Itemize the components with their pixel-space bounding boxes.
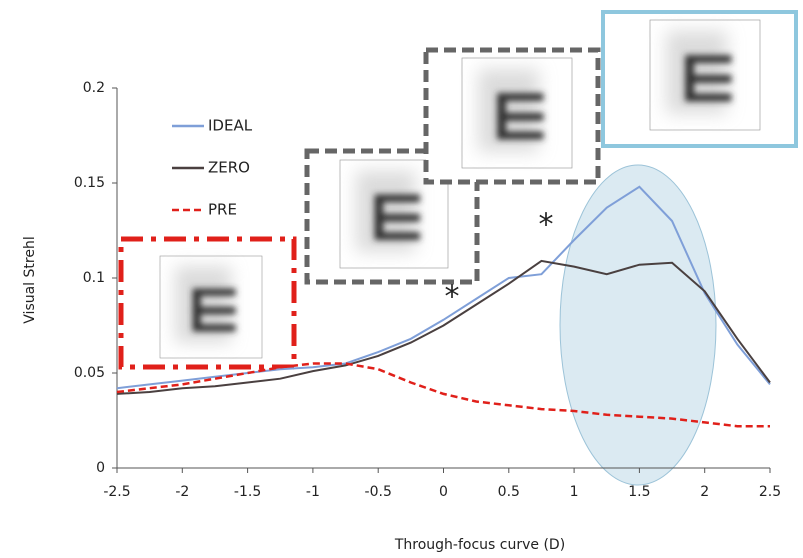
inset-image [160,256,262,358]
x-tick-label: -0.5 [365,484,392,500]
annotation: * [539,208,554,243]
y-tick-label: 0.05 [74,365,105,381]
y-axis-label: Visual Strehl [22,236,38,323]
y-tick-label: 0.1 [83,270,105,286]
y-tick-label: 0.15 [74,175,105,191]
legend-label: IDEAL [208,117,253,135]
x-tick-label: 0.5 [498,484,520,500]
x-tick-label: 2 [700,484,709,500]
x-tick-label: 1.5 [628,484,650,500]
x-tick-label: 2.5 [759,484,781,500]
x-axis-label: Through-focus curve (D) [394,537,565,553]
x-tick-label: -2 [175,484,189,500]
x-tick-label: 1 [570,484,579,500]
legend-label: ZERO [208,159,250,177]
page: {"chart_data": {"type": "line", "x_label… [0,0,803,558]
x-tick-label: -1.5 [234,484,261,500]
x-tick-label: -2.5 [103,484,130,500]
y-tick-label: 0 [96,460,105,476]
highlight-ellipse [560,165,716,485]
annotation: * [445,280,460,315]
inset-image [650,20,760,130]
x-tick-label: -1 [306,484,320,500]
y-tick-label: 0.2 [83,80,105,96]
legend-label: PRE [208,201,237,219]
inset-image [462,58,572,168]
chart: 0 0.05 0.1 0.15 0.2 -2.5 -2 -1.5 -1 -0.5 0 0.5 1 1.5 2… [0,0,803,558]
x-tick-label: 0 [439,484,448,500]
